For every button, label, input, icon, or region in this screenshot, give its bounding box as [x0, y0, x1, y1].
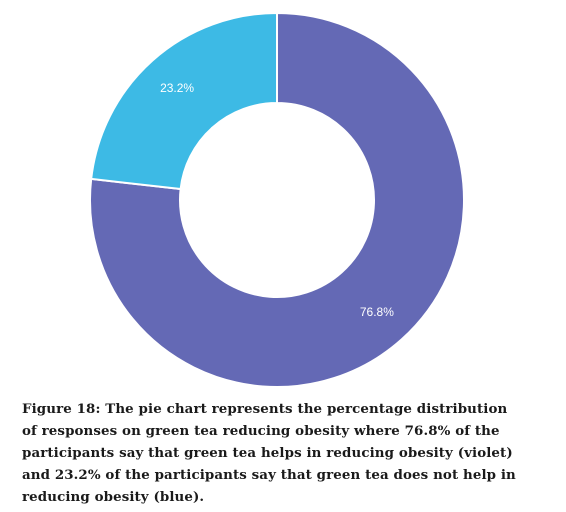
caption-line-4: and 23.2% of the participants say that g… [22, 467, 516, 483]
caption-line-2: of responses on green tea reducing obesi… [22, 423, 500, 439]
caption-line-1: Figure 18: The pie chart represents the … [22, 401, 508, 417]
slice-label-2: 23.2% [160, 81, 194, 95]
figure-caption: Figure 18: The pie chart represents the … [22, 398, 542, 508]
slice-label-1: 76.8% [360, 305, 394, 319]
caption-line-5: reducing obesity (blue). [22, 489, 205, 505]
caption-line-3: participants say that green tea helps in… [22, 445, 513, 461]
donut-chart-svg: 76.8% 23.2% [89, 11, 465, 388]
donut-slice-2 [90, 11, 278, 191]
donut-chart: 76.8% 23.2% [89, 11, 465, 388]
donut-slice-1 [89, 11, 465, 388]
